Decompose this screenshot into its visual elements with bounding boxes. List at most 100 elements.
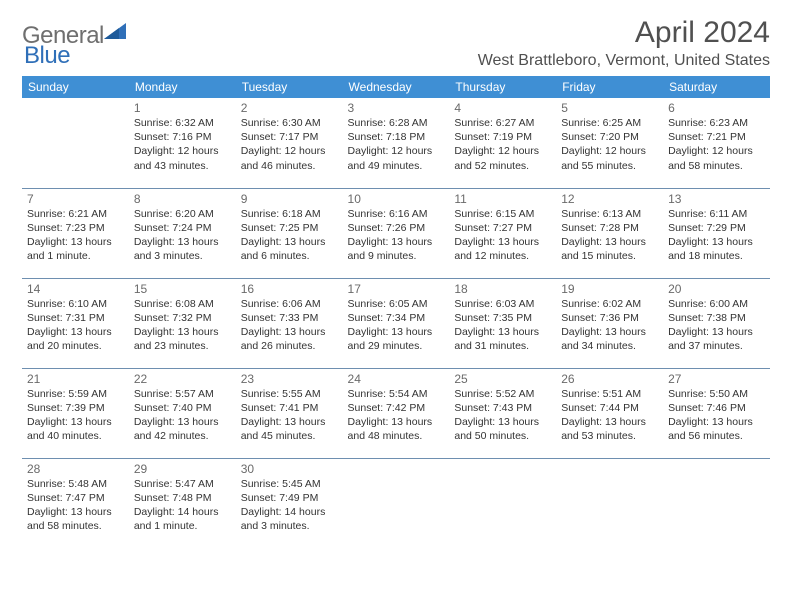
title-block: April 2024 West Brattleboro, Vermont, Un… xyxy=(478,16,770,70)
day-number: 18 xyxy=(454,282,551,296)
calendar-day: 11Sunrise: 6:15 AMSunset: 7:27 PMDayligh… xyxy=(449,188,556,278)
calendar-day: 24Sunrise: 5:54 AMSunset: 7:42 PMDayligh… xyxy=(343,368,450,458)
sunset-text: Sunset: 7:46 PM xyxy=(668,401,765,415)
sunset-text: Sunset: 7:16 PM xyxy=(134,130,231,144)
daylight-text: and 34 minutes. xyxy=(561,339,658,353)
daylight-text: Daylight: 13 hours xyxy=(561,325,658,339)
daylight-text: and 58 minutes. xyxy=(27,519,124,533)
day-number: 20 xyxy=(668,282,765,296)
sunset-text: Sunset: 7:47 PM xyxy=(27,491,124,505)
day-number: 9 xyxy=(241,192,338,206)
sunset-text: Sunset: 7:43 PM xyxy=(454,401,551,415)
sunset-text: Sunset: 7:49 PM xyxy=(241,491,338,505)
day-number: 15 xyxy=(134,282,231,296)
sunrise-text: Sunrise: 6:11 AM xyxy=(668,207,765,221)
day-header: Sunday xyxy=(22,76,129,98)
daylight-text: Daylight: 13 hours xyxy=(134,235,231,249)
calendar-day: 19Sunrise: 6:02 AMSunset: 7:36 PMDayligh… xyxy=(556,278,663,368)
daylight-text: and 18 minutes. xyxy=(668,249,765,263)
daylight-text: Daylight: 13 hours xyxy=(27,235,124,249)
daylight-text: and 55 minutes. xyxy=(561,159,658,173)
sunset-text: Sunset: 7:35 PM xyxy=(454,311,551,325)
day-number: 16 xyxy=(241,282,338,296)
calendar-week: 1Sunrise: 6:32 AMSunset: 7:16 PMDaylight… xyxy=(22,98,770,188)
calendar-day: 8Sunrise: 6:20 AMSunset: 7:24 PMDaylight… xyxy=(129,188,236,278)
daylight-text: and 9 minutes. xyxy=(348,249,445,263)
sunset-text: Sunset: 7:17 PM xyxy=(241,130,338,144)
month-title: April 2024 xyxy=(478,16,770,50)
day-number: 6 xyxy=(668,101,765,115)
calendar-week: 21Sunrise: 5:59 AMSunset: 7:39 PMDayligh… xyxy=(22,368,770,458)
sunrise-text: Sunrise: 6:06 AM xyxy=(241,297,338,311)
sunrise-text: Sunrise: 5:45 AM xyxy=(241,477,338,491)
calendar-day-empty xyxy=(343,458,450,548)
day-number: 10 xyxy=(348,192,445,206)
sunrise-text: Sunrise: 6:15 AM xyxy=(454,207,551,221)
calendar-week: 28Sunrise: 5:48 AMSunset: 7:47 PMDayligh… xyxy=(22,458,770,548)
calendar-day: 3Sunrise: 6:28 AMSunset: 7:18 PMDaylight… xyxy=(343,98,450,188)
sunrise-text: Sunrise: 6:23 AM xyxy=(668,116,765,130)
daylight-text: Daylight: 13 hours xyxy=(454,235,551,249)
calendar-day-empty xyxy=(22,98,129,188)
sunrise-text: Sunrise: 6:27 AM xyxy=(454,116,551,130)
logo-text-blue: Blue xyxy=(24,42,70,69)
calendar-day: 16Sunrise: 6:06 AMSunset: 7:33 PMDayligh… xyxy=(236,278,343,368)
sunset-text: Sunset: 7:34 PM xyxy=(348,311,445,325)
sunset-text: Sunset: 7:21 PM xyxy=(668,130,765,144)
sunset-text: Sunset: 7:32 PM xyxy=(134,311,231,325)
day-number: 28 xyxy=(27,462,124,476)
day-number: 17 xyxy=(348,282,445,296)
sunrise-text: Sunrise: 6:00 AM xyxy=(668,297,765,311)
calendar-day: 30Sunrise: 5:45 AMSunset: 7:49 PMDayligh… xyxy=(236,458,343,548)
daylight-text: Daylight: 13 hours xyxy=(134,325,231,339)
daylight-text: Daylight: 13 hours xyxy=(454,325,551,339)
daylight-text: and 48 minutes. xyxy=(348,429,445,443)
sunset-text: Sunset: 7:38 PM xyxy=(668,311,765,325)
calendar-day: 2Sunrise: 6:30 AMSunset: 7:17 PMDaylight… xyxy=(236,98,343,188)
daylight-text: Daylight: 12 hours xyxy=(241,144,338,158)
sunrise-text: Sunrise: 5:52 AM xyxy=(454,387,551,401)
sunset-text: Sunset: 7:39 PM xyxy=(27,401,124,415)
calendar-day: 25Sunrise: 5:52 AMSunset: 7:43 PMDayligh… xyxy=(449,368,556,458)
day-number: 11 xyxy=(454,192,551,206)
day-number: 14 xyxy=(27,282,124,296)
sunset-text: Sunset: 7:26 PM xyxy=(348,221,445,235)
sunrise-text: Sunrise: 6:03 AM xyxy=(454,297,551,311)
daylight-text: and 53 minutes. xyxy=(561,429,658,443)
day-number: 27 xyxy=(668,372,765,386)
sunrise-text: Sunrise: 6:16 AM xyxy=(348,207,445,221)
day-number: 26 xyxy=(561,372,658,386)
sunset-text: Sunset: 7:40 PM xyxy=(134,401,231,415)
daylight-text: and 43 minutes. xyxy=(134,159,231,173)
day-header: Thursday xyxy=(449,76,556,98)
daylight-text: Daylight: 13 hours xyxy=(27,505,124,519)
calendar-day: 26Sunrise: 5:51 AMSunset: 7:44 PMDayligh… xyxy=(556,368,663,458)
daylight-text: and 15 minutes. xyxy=(561,249,658,263)
sunrise-text: Sunrise: 5:51 AM xyxy=(561,387,658,401)
day-number: 4 xyxy=(454,101,551,115)
calendar-day: 12Sunrise: 6:13 AMSunset: 7:28 PMDayligh… xyxy=(556,188,663,278)
calendar-week: 14Sunrise: 6:10 AMSunset: 7:31 PMDayligh… xyxy=(22,278,770,368)
calendar-day: 5Sunrise: 6:25 AMSunset: 7:20 PMDaylight… xyxy=(556,98,663,188)
daylight-text: Daylight: 13 hours xyxy=(668,415,765,429)
calendar-table: SundayMondayTuesdayWednesdayThursdayFrid… xyxy=(22,76,770,548)
daylight-text: and 56 minutes. xyxy=(668,429,765,443)
calendar-day-empty xyxy=(556,458,663,548)
daylight-text: and 3 minutes. xyxy=(241,519,338,533)
daylight-text: Daylight: 13 hours xyxy=(134,415,231,429)
calendar-day: 1Sunrise: 6:32 AMSunset: 7:16 PMDaylight… xyxy=(129,98,236,188)
daylight-text: and 1 minute. xyxy=(27,249,124,263)
daylight-text: and 52 minutes. xyxy=(454,159,551,173)
daylight-text: and 49 minutes. xyxy=(348,159,445,173)
day-number: 21 xyxy=(27,372,124,386)
daylight-text: and 46 minutes. xyxy=(241,159,338,173)
sunrise-text: Sunrise: 6:20 AM xyxy=(134,207,231,221)
sunrise-text: Sunrise: 6:25 AM xyxy=(561,116,658,130)
day-header: Monday xyxy=(129,76,236,98)
sunset-text: Sunset: 7:42 PM xyxy=(348,401,445,415)
calendar-day: 23Sunrise: 5:55 AMSunset: 7:41 PMDayligh… xyxy=(236,368,343,458)
logo-triangle-icon xyxy=(104,21,126,41)
daylight-text: Daylight: 13 hours xyxy=(348,415,445,429)
daylight-text: and 31 minutes. xyxy=(454,339,551,353)
day-number: 22 xyxy=(134,372,231,386)
